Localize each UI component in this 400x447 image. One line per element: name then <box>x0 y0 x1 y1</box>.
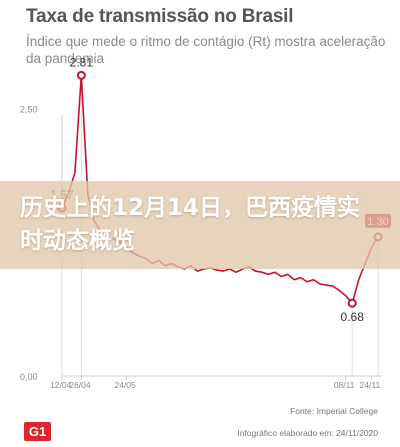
x-tick-label: 12/04 <box>50 380 72 390</box>
x-tick-label: 24/05 <box>114 380 136 390</box>
y-tick-label: 2,50 <box>20 105 38 115</box>
x-tick-label: 08/11 <box>334 380 355 390</box>
overlay-headline: 历史上的12月14日，巴西疫情实时动态概览 <box>20 195 361 254</box>
chart-subtitle: Índice que mede o ritmo de contágio (Rt)… <box>26 34 386 66</box>
x-tick-label: 24/11 <box>360 380 381 390</box>
source-note: Fonte: Imperial College <box>290 406 378 416</box>
credit-note: Infográfico elaborado em: 24/11/2020 <box>237 428 378 438</box>
g1-logo: G1 <box>24 422 51 441</box>
y-tick-label: 0,00 <box>20 372 38 382</box>
x-tick-label: 26/04 <box>69 380 91 390</box>
data-point <box>76 70 86 80</box>
chart-title: Taxa de transmissão no Brasil <box>26 6 294 27</box>
data-point <box>347 298 357 308</box>
data-label: 2.81 <box>70 55 94 69</box>
data-label: 0.68 <box>341 310 365 324</box>
overlay-banner <box>0 181 400 269</box>
